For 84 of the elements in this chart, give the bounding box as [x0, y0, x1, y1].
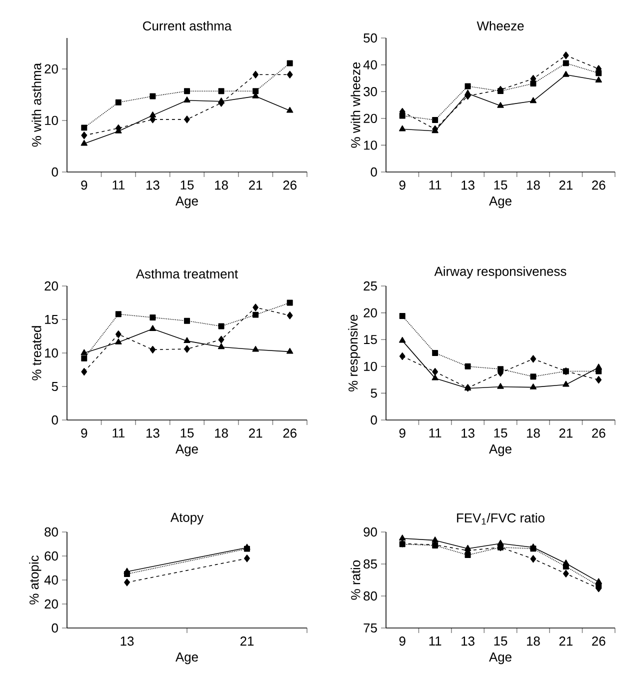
- x-tick-label: 18: [527, 636, 540, 646]
- chart-title: Wheeze: [476, 20, 524, 31]
- x-tick-label: 9: [399, 180, 406, 190]
- y-tick-label: 0: [370, 167, 377, 177]
- y-tick-label: 10: [364, 140, 377, 150]
- y-tick-label: 40: [363, 60, 377, 70]
- x-tick-label: 15: [494, 636, 508, 646]
- x-tick-label: 15: [180, 428, 194, 438]
- x-tick-label: 13: [462, 428, 474, 438]
- y-tick-label: 85: [364, 559, 377, 569]
- chart-title: Airway responsiveness: [434, 266, 566, 279]
- x-tick-label: 21: [240, 636, 254, 646]
- x-tick-label: 11: [429, 428, 442, 438]
- x-tick-label: 21: [249, 428, 262, 438]
- y-axis-title: % with wheeze: [350, 62, 360, 148]
- y-tick-label: 5: [52, 382, 58, 392]
- chart-title: Asthma treatment: [136, 268, 238, 279]
- y-axis-title: % responsive: [348, 314, 360, 392]
- y-tick-label: 0: [52, 623, 58, 633]
- y-tick-label: 20: [44, 64, 58, 74]
- y-tick-label: 0: [52, 415, 58, 425]
- x-tick-label: 13: [146, 180, 160, 190]
- x-axis-title: Age: [489, 196, 512, 208]
- x-tick-label: 9: [81, 180, 88, 190]
- y-tick-label: 5: [370, 388, 377, 398]
- x-axis-title: Age: [176, 652, 198, 664]
- y-tick-label: 25: [364, 281, 377, 291]
- y-axis-title: % ratio: [350, 560, 360, 600]
- y-tick-label: 20: [364, 114, 377, 123]
- x-tick-label: 9: [399, 428, 406, 438]
- x-tick-label: 18: [215, 180, 228, 190]
- x-tick-label: 18: [527, 180, 540, 190]
- y-axis-title: % treated: [32, 326, 42, 380]
- x-axis-title: Age: [176, 196, 198, 208]
- x-tick-label: 15: [494, 180, 508, 190]
- x-tick-label: 11: [429, 636, 442, 646]
- x-tick-label: 18: [527, 428, 540, 438]
- y-tick-label: 60: [44, 551, 58, 561]
- x-tick-label: 26: [592, 180, 606, 190]
- x-axis-title: Age: [176, 444, 198, 456]
- y-tick-label: 40: [44, 575, 58, 585]
- x-tick-label: 26: [283, 180, 296, 190]
- chart-title: Current asthma: [143, 20, 232, 31]
- y-tick-label: 20: [44, 599, 58, 609]
- x-tick-label: 13: [462, 180, 474, 190]
- x-axis-title: Age: [489, 652, 512, 664]
- x-tick-label: 18: [215, 428, 228, 438]
- x-tick-label: 26: [592, 428, 606, 438]
- y-tick-label: 80: [364, 591, 377, 601]
- x-tick-label: 11: [112, 180, 125, 190]
- x-tick-label: 21: [559, 636, 573, 646]
- y-tick-label: 15: [45, 314, 58, 324]
- chart-title: Atopy: [170, 512, 204, 525]
- y-axis-title: % atopic: [29, 556, 42, 604]
- y-tick-label: 0: [52, 167, 58, 177]
- x-tick-label: 9: [399, 636, 406, 646]
- x-tick-label: 11: [112, 428, 125, 438]
- y-tick-label: 75: [364, 623, 377, 633]
- y-tick-label: 10: [45, 348, 58, 358]
- x-tick-label: 15: [180, 180, 194, 190]
- x-tick-label: 13: [462, 636, 474, 646]
- y-axis-title: % with asthma: [32, 62, 42, 147]
- x-tick-label: 9: [81, 428, 88, 438]
- chart-title: FEV$_{1}$/FVC ratio: [457, 513, 544, 525]
- y-tick-label: 20: [44, 281, 58, 291]
- x-tick-label: 21: [249, 180, 262, 190]
- x-tick-label: 26: [592, 636, 606, 646]
- y-tick-label: 50: [364, 33, 377, 43]
- x-tick-label: 15: [494, 428, 508, 438]
- y-tick-label: 0: [370, 415, 377, 425]
- y-tick-label: 30: [364, 87, 377, 96]
- y-tick-label: 80: [44, 527, 58, 537]
- y-tick-label: 10: [45, 116, 58, 126]
- x-tick-label: 13: [120, 636, 134, 646]
- x-tick-label: 21: [559, 428, 573, 438]
- x-tick-label: 13: [146, 428, 160, 438]
- x-tick-label: 21: [559, 180, 573, 190]
- y-tick-label: 90: [364, 527, 377, 537]
- y-tick-label: 20: [364, 308, 377, 318]
- y-tick-label: 10: [364, 362, 377, 371]
- y-tick-label: 15: [364, 335, 377, 344]
- x-axis-title: Age: [489, 444, 512, 456]
- x-tick-label: 26: [283, 428, 296, 438]
- x-tick-label: 11: [429, 180, 442, 190]
